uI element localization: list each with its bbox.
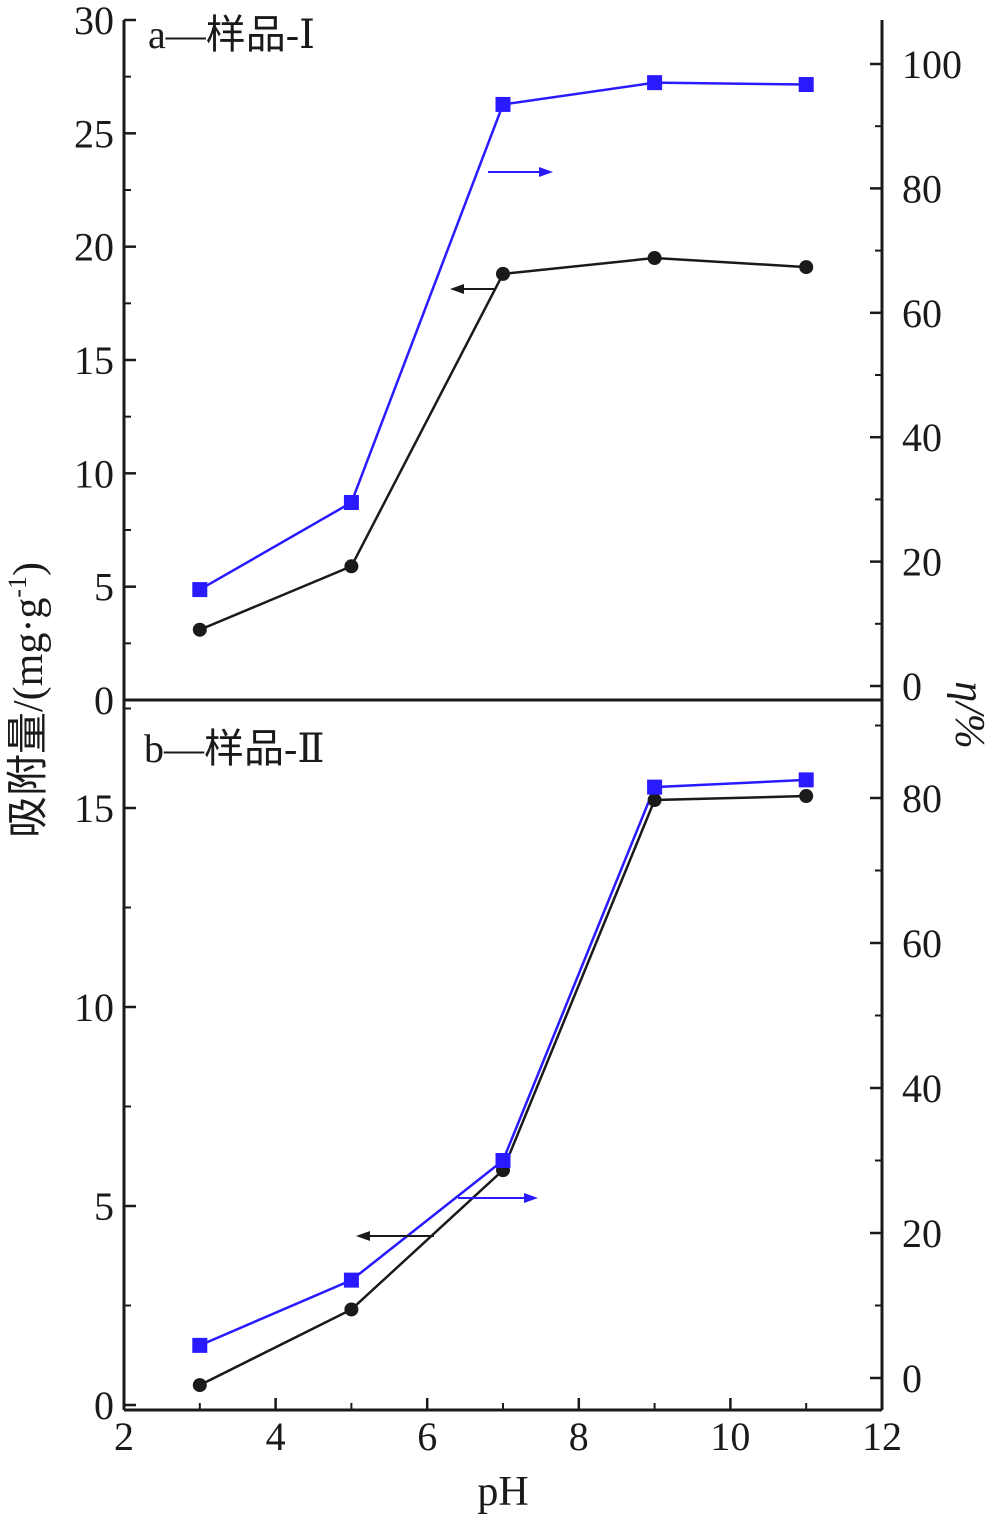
y-right-tick-label-b-0: 0 [902, 1356, 922, 1401]
y-left-tick-label-a-10: 10 [74, 451, 114, 496]
y-axis-right-title: η/% [946, 681, 992, 749]
arrow-head-b-1 [524, 1193, 538, 1203]
y-left-tick-label-b-10: 10 [74, 985, 114, 1030]
point-b-right-4 [798, 772, 814, 788]
point-b-left-1 [344, 1302, 359, 1317]
point-a-left-0 [192, 622, 207, 637]
arrow-head-a-1 [539, 167, 553, 177]
point-a-right-0 [192, 582, 208, 598]
y-right-tick-label-b-80: 80 [902, 776, 942, 821]
y-right-tick-label-b-60: 60 [902, 921, 942, 966]
point-a-left-1 [344, 559, 359, 574]
y-right-tick-label-b-20: 20 [902, 1211, 942, 1256]
arrow-head-a-0 [450, 284, 464, 294]
point-a-right-3 [647, 75, 663, 91]
point-b-left-3 [647, 793, 662, 808]
y-left-tick-label-b-0: 0 [94, 1383, 114, 1428]
series-line-a-right [199, 81, 807, 591]
point-a-right-1 [343, 495, 359, 511]
point-a-right-4 [798, 77, 814, 93]
y-right-tick-label-a-20: 20 [902, 540, 942, 585]
y-axis-left-title-close: ) [6, 562, 52, 576]
panel-b: b—样品-Ⅱ 0 5 10 15 0 20 40 60 80 [74, 707, 942, 1428]
y-right-tick-label-a-60: 60 [902, 291, 942, 336]
y-axis-left-title: 吸附量/(mg·g-1) [3, 562, 52, 838]
point-b-right-2 [495, 1153, 511, 1168]
point-b-right-1 [343, 1272, 359, 1288]
point-b-right-3 [647, 779, 663, 795]
y-right-tick-label-a-80: 80 [902, 166, 942, 211]
arrow-head-b-0 [356, 1231, 370, 1241]
y-left-tick-label-a-20: 20 [74, 225, 114, 270]
point-a-left-4 [799, 260, 814, 275]
y-axis-left-title-main: 吸附量/(mg·g [6, 598, 52, 838]
point-a-left-3 [647, 251, 662, 265]
x-tick-label-4: 4 [266, 1414, 286, 1459]
point-b-left-0 [192, 1378, 207, 1393]
y-left-tick-label-a-0: 0 [94, 678, 114, 723]
point-a-right-2 [495, 96, 511, 112]
y-left-tick-label-a-30: 30 [74, 0, 114, 43]
series-line-b-right [199, 778, 807, 1347]
point-b-right-0 [192, 1337, 208, 1353]
y-axis-left-title-sup: -1 [3, 576, 32, 598]
series-line-b-left [199, 794, 807, 1387]
point-b-left-4 [799, 789, 814, 804]
chart-frame [122, 20, 884, 1412]
x-tick-label-6: 6 [417, 1414, 437, 1459]
y-right-tick-label-a-40: 40 [902, 415, 942, 460]
panel-a-title: a—样品-Ⅰ [148, 12, 315, 57]
y-right-tick-label-a-0: 0 [902, 664, 922, 709]
x-tick-label-10: 10 [710, 1414, 750, 1459]
y-left-tick-label-a-25: 25 [74, 111, 114, 156]
x-tick-label-2: 2 [114, 1414, 134, 1459]
point-a-left-2 [496, 266, 510, 281]
y-left-tick-label-a-5: 5 [94, 565, 114, 610]
panel-b-title: b—样品-Ⅱ [144, 726, 325, 771]
y-right-tick-label-b-40: 40 [902, 1066, 942, 1111]
y-right-tick-label-a-100: 100 [902, 42, 962, 87]
panel-a: a—样品-Ⅰ 0 5 10 15 20 25 30 0 20 40 60 80 100 [74, 0, 962, 723]
y-left-tick-label-b-5: 5 [94, 1184, 114, 1229]
series-line-a-left [199, 256, 807, 631]
y-left-tick-label-b-15: 15 [74, 786, 114, 831]
y-left-tick-label-a-15: 15 [74, 338, 114, 383]
x-tick-label-8: 8 [569, 1414, 589, 1459]
x-tick-label-12: 12 [862, 1414, 902, 1459]
x-axis-title: pH [477, 1469, 528, 1515]
